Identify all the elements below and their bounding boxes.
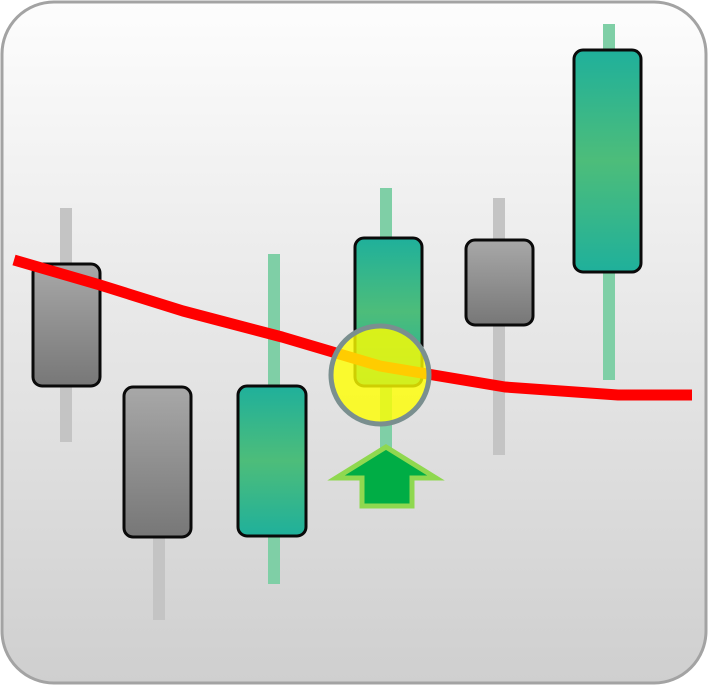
candle-2-body: [122, 385, 193, 539]
candle-6-body: [572, 48, 643, 274]
candle-5-body: [464, 238, 535, 327]
moving-average-line: [12, 254, 692, 401]
buy-signal-up-arrow-icon: [327, 444, 445, 509]
candle-2-bearish: [122, 385, 193, 620]
candle-2-wick: [153, 536, 165, 620]
crossover-highlight-circle: [328, 323, 432, 427]
candle-1-bearish: [31, 208, 102, 442]
candle-1-body: [31, 262, 102, 388]
candle-6-bullish: [572, 24, 643, 380]
candle-3-body: [236, 384, 308, 538]
